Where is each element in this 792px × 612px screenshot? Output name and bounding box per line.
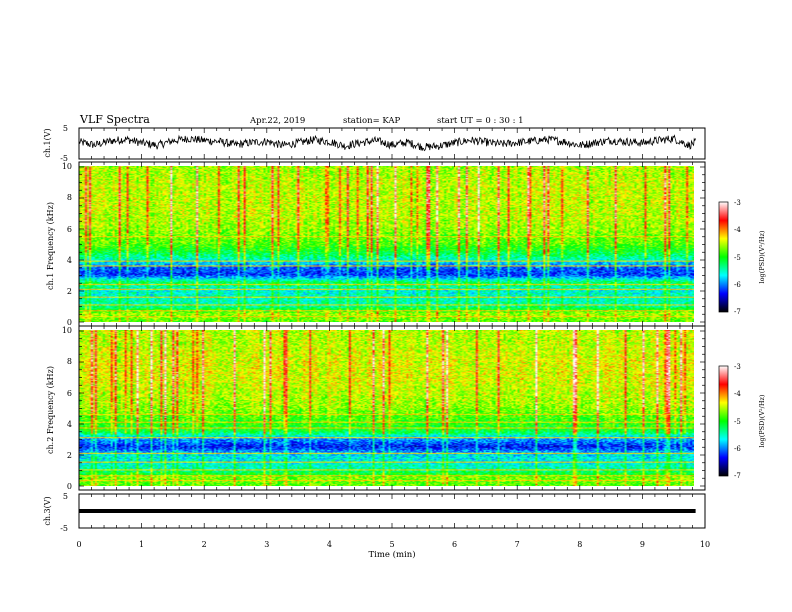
ch1-waveform-panel: 5 -5 ch.1(V) [43,124,706,163]
ch1-spectrogram-heatmap [79,166,694,322]
time-tick-label: 0 [76,540,81,549]
ch1-freq-tick-6: 6 [67,225,72,234]
colorbar-ch2-tick-minus6: -6 [734,445,741,453]
ch1-freq-tick-2: 2 [67,287,72,296]
ch2-spectrogram-panel: 0 2 4 6 8 10 ch.2 Frequency (kHz) [46,325,706,491]
ch1-freq-tick-4: 4 [67,256,72,265]
ch1-frequency-axis-label: ch.1 Frequency (kHz) [46,202,55,290]
ch2-spectrogram-heatmap [79,330,694,486]
ch2-freq-tick-4: 4 [67,420,72,429]
colorbar-ch2-tick-minus4: -4 [734,390,741,398]
time-tick-label: 6 [452,540,457,549]
time-tick-label: 4 [327,540,332,549]
colorbar-ch2-tick-minus3: -3 [734,363,741,371]
ch1-ytick-bottom: -5 [60,154,68,163]
time-axis-tick-labels: 0 1 2 3 4 5 6 7 8 9 10 [76,540,710,549]
ch2-frequency-axis-label: ch.2 Frequency (kHz) [46,366,55,454]
ch2-freq-tick-2: 2 [67,451,72,460]
colorbar-ch1: -3 -4 -5 -6 -7 log(PSD)(V²/Hz) [718,199,766,316]
figure-start-time: start UT = 0 : 30 : 1 [437,116,524,126]
figure-title: VLF Spectra [79,113,150,126]
ch2-spectrogram-ticks [78,326,706,490]
time-tick-label: 2 [202,540,207,549]
ch2-freq-tick-6: 6 [67,389,72,398]
time-tick-label: 1 [139,540,144,549]
ch1-freq-tick-10: 10 [62,162,72,171]
ch1-spectrogram-panel: 0 2 4 6 8 10 ch.1 Frequency (kHz) [46,161,706,327]
time-tick-label: 10 [700,540,710,549]
ch1-ytick-top: 5 [63,124,68,133]
time-tick-label: 7 [515,540,520,549]
figure-date: Apr.22, 2019 [249,116,305,126]
ch1-waveform-xticks [78,128,706,159]
ch3-ytick-top: 5 [63,492,68,501]
colorbar-ch1-tick-minus3: -3 [734,199,741,207]
colorbar-ch1-tick-minus4: -4 [734,226,741,234]
time-tick-label: 8 [577,540,582,549]
colorbar-ch1-tick-minus7: -7 [734,308,741,316]
colorbar-ch2-tick-minus5: -5 [734,418,741,426]
ch3-waveform-ticks [78,494,706,528]
ch2-freq-tick-0: 0 [67,482,72,491]
colorbar-ch2: -3 -4 -5 -6 -7 log(PSD)(V²/Hz) [718,363,766,480]
ch1-frequency-tick-labels: 0 2 4 6 8 10 [62,162,72,327]
ch2-freq-tick-8: 8 [67,357,72,366]
ch2-frequency-tick-labels: 0 2 4 6 8 10 [62,326,72,491]
ch1-freq-tick-0: 0 [67,318,72,327]
ch1-waveform-series [78,134,696,152]
time-axis-label: Time (min) [368,549,415,560]
colorbar-ch1-label: log(PSD)(V²/Hz) [758,230,766,283]
ch1-y-axis-label: ch.1(V) [43,128,52,157]
ch3-ytick-bottom: -5 [60,524,68,533]
ch1-spectrogram-ticks [78,162,706,326]
colorbar-ch1-tick-minus5: -5 [734,254,741,262]
colorbar-ch2-gradient [718,365,729,477]
time-tick-label: 9 [640,540,645,549]
ch3-waveform-panel: 5 -5 ch.3(V) 0 1 2 3 4 5 6 7 8 9 10 Time (min) [43,492,710,560]
ch1-freq-tick-8: 8 [67,193,72,202]
colorbar-ch1-tick-minus6: -6 [734,281,741,289]
time-tick-label: 3 [264,540,269,549]
ch2-freq-tick-10: 10 [62,326,72,335]
ch3-y-axis-label: ch.3(V) [43,496,52,525]
colorbar-ch1-gradient [718,201,729,313]
ch1-waveform-line-layer [78,134,696,152]
figure-station: station= KAP [343,116,401,126]
colorbar-ch2-label: log(PSD)(V²/Hz) [758,394,766,447]
time-tick-label: 5 [389,540,394,549]
colorbar-ch2-tick-minus7: -7 [734,472,741,480]
